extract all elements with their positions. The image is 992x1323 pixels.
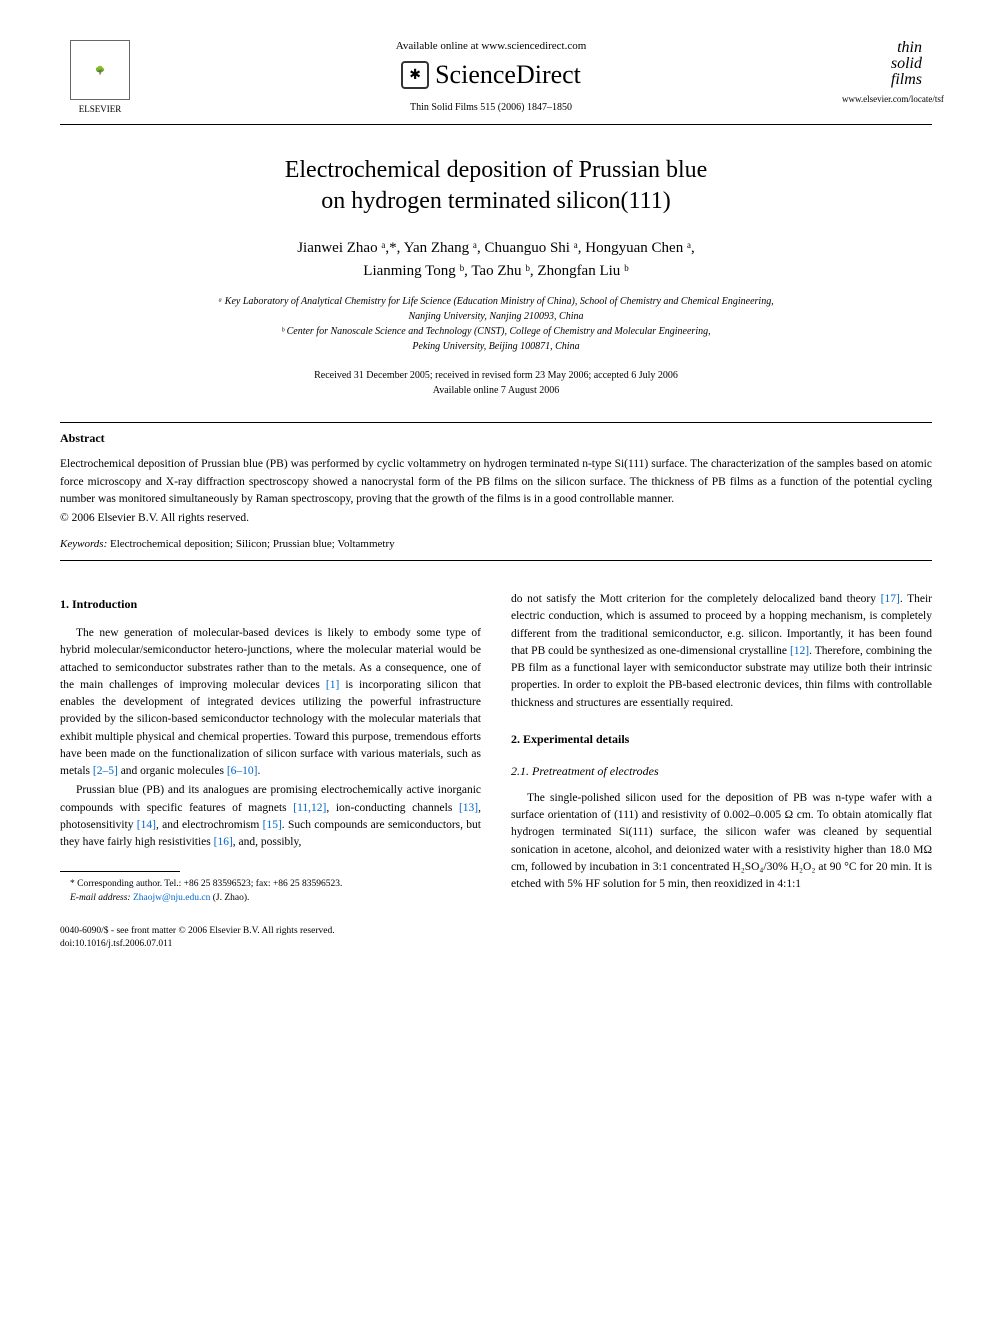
citation-link[interactable]: [6–10] xyxy=(227,765,258,777)
introduction-heading: 1. Introduction xyxy=(60,595,481,613)
center-header: Available online at www.sciencedirect.co… xyxy=(140,40,842,113)
article-dates: Received 31 December 2005; received in r… xyxy=(60,368,932,398)
elsevier-logo: 🌳 ELSEVIER xyxy=(60,40,140,114)
journal-logo-image: thin solid films xyxy=(842,40,922,90)
page-header: 🌳 ELSEVIER Available online at www.scien… xyxy=(60,40,932,114)
body-columns: 1. Introduction The new generation of mo… xyxy=(60,591,932,905)
intro-paragraph-1: The new generation of molecular-based de… xyxy=(60,625,481,780)
available-online-text: Available online at www.sciencedirect.co… xyxy=(140,40,842,52)
email-link[interactable]: Zhaojw@nju.edu.cn xyxy=(131,893,211,903)
left-column: 1. Introduction The new generation of mo… xyxy=(60,591,481,905)
header-rule xyxy=(60,124,932,125)
citation-link[interactable]: [14] xyxy=(137,819,156,831)
keywords-text: Electrochemical deposition; Silicon; Pru… xyxy=(107,538,394,550)
footer-doi: doi:10.1016/j.tsf.2006.07.011 xyxy=(60,938,932,951)
copyright-text: © 2006 Elsevier B.V. All rights reserved… xyxy=(60,512,932,524)
email-footnote: E-mail address: Zhaojw@nju.edu.cn (J. Zh… xyxy=(60,892,481,905)
intro-paragraph-2: Prussian blue (PB) and its analogues are… xyxy=(60,782,481,851)
journal-reference: Thin Solid Films 515 (2006) 1847–1850 xyxy=(140,102,842,113)
citation-link[interactable]: [12] xyxy=(790,645,809,657)
citation-link[interactable]: [17] xyxy=(881,593,900,605)
citation-link[interactable]: [1] xyxy=(326,679,339,691)
affiliations: ᵃ Key Laboratory of Analytical Chemistry… xyxy=(60,294,932,354)
footnote-separator xyxy=(60,871,180,872)
sciencedirect-icon: ✱ xyxy=(401,61,429,89)
keywords-label: Keywords: xyxy=(60,538,107,550)
sciencedirect-logo: ✱ ScienceDirect xyxy=(140,60,842,90)
corresponding-author-footnote: * Corresponding author. Tel.: +86 25 835… xyxy=(60,878,481,891)
citation-link[interactable]: [13] xyxy=(459,802,478,814)
journal-url: www.elsevier.com/locate/tsf xyxy=(842,94,932,104)
right-column: do not satisfy the Mott criterion for th… xyxy=(511,591,932,905)
abstract-text: Electrochemical deposition of Prussian b… xyxy=(60,456,932,508)
pretreatment-subheading: 2.1. Pretreatment of electrodes xyxy=(511,762,932,780)
article-title: Electrochemical deposition of Prussian b… xyxy=(60,155,932,217)
authors: Jianwei Zhao ᵃ,*, Yan Zhang ᵃ, Chuanguo … xyxy=(60,237,932,282)
citation-link[interactable]: [16] xyxy=(214,836,233,848)
intro-continuation: do not satisfy the Mott criterion for th… xyxy=(511,591,932,712)
footer-copyright: 0040-6090/$ - see front matter © 2006 El… xyxy=(60,925,932,938)
experimental-paragraph-1: The single-polished silicon used for the… xyxy=(511,790,932,894)
elsevier-tree-icon: 🌳 xyxy=(70,40,130,100)
abstract-heading: Abstract xyxy=(60,431,932,446)
page-footer: 0040-6090/$ - see front matter © 2006 El… xyxy=(60,925,932,952)
abstract-bottom-rule xyxy=(60,560,932,561)
sciencedirect-text: ScienceDirect xyxy=(435,60,581,90)
experimental-heading: 2. Experimental details xyxy=(511,730,932,748)
keywords: Keywords: Electrochemical deposition; Si… xyxy=(60,538,932,550)
abstract-top-rule xyxy=(60,422,932,423)
email-label: E-mail address: xyxy=(70,893,131,903)
elsevier-label: ELSEVIER xyxy=(60,104,140,114)
citation-link[interactable]: [2–5] xyxy=(93,765,118,777)
journal-logo: thin solid films www.elsevier.com/locate… xyxy=(842,40,932,104)
citation-link[interactable]: [11,12] xyxy=(293,802,326,814)
citation-link[interactable]: [15] xyxy=(263,819,282,831)
